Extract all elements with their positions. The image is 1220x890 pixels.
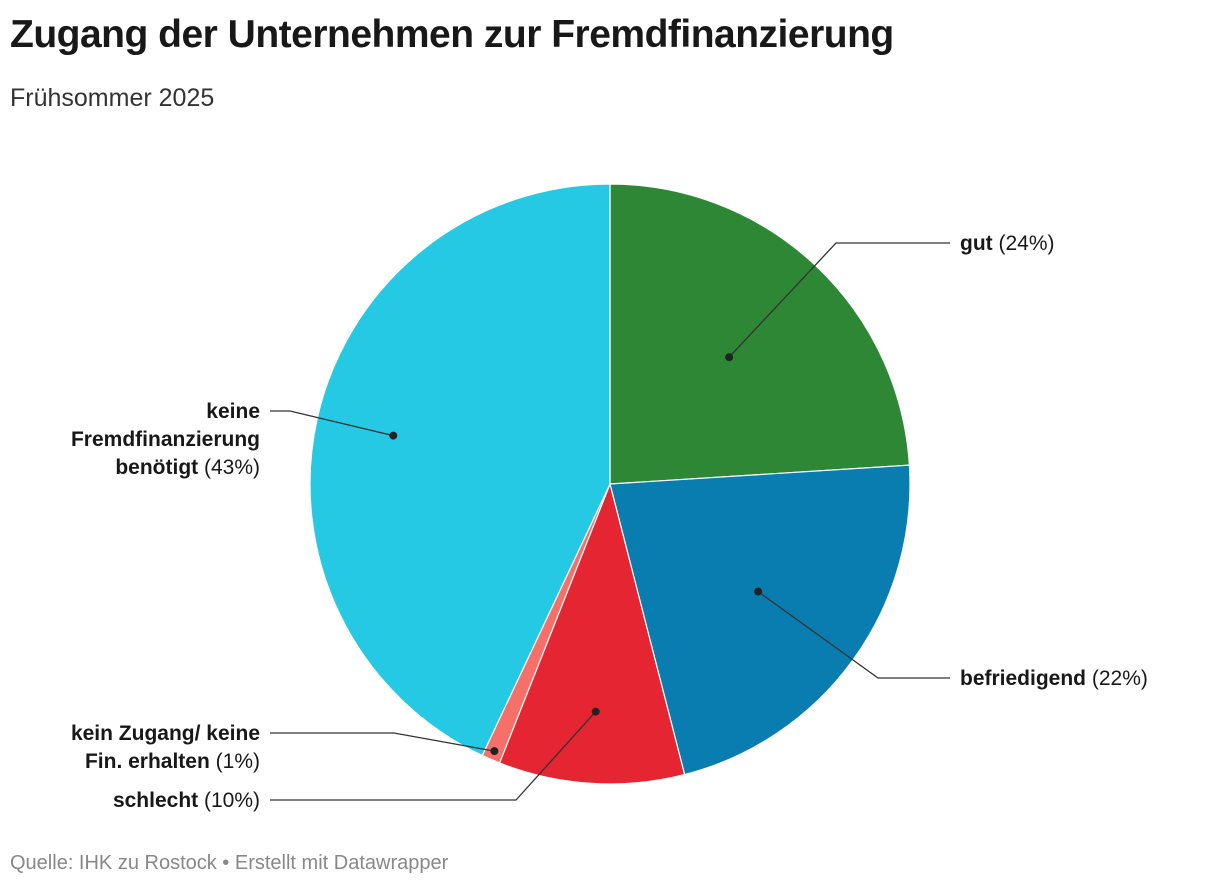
slice-label-befriedigend: befriedigend (22%)	[960, 667, 1148, 690]
slice-value-keine-fremdfinanzierung: (43%)	[198, 456, 260, 479]
pie-slices	[309, 183, 911, 785]
pie-slice-gut	[609, 183, 911, 485]
slice-value-schlecht: (10%)	[198, 789, 260, 812]
leader-dot-befriedigend	[754, 587, 763, 596]
slice-label-line: schlecht	[113, 789, 198, 812]
leader-dot-schlecht	[591, 707, 600, 716]
slice-label-schlecht: schlecht (10%)	[113, 789, 260, 812]
slice-label-line: keine	[206, 400, 260, 423]
slice-label-line: befriedigend	[960, 667, 1086, 690]
slice-label-line: gut	[960, 232, 993, 255]
leader-line-schlecht	[270, 711, 597, 801]
slice-label-line: kein Zugang/ keine	[71, 722, 260, 745]
chart-source: Quelle: IHK zu Rostock • Erstellt mit Da…	[10, 852, 449, 874]
leader-line-keine-fremdfinanzierung	[270, 410, 394, 437]
slice-value-gut: (24%)	[993, 232, 1055, 255]
leader-dot-gut	[725, 353, 734, 362]
slice-value-befriedigend: (22%)	[1086, 667, 1148, 690]
pie-slice-schlecht	[498, 483, 686, 785]
slice-value-kein-zugang: (1%)	[210, 750, 260, 773]
slice-label-kein-zugang: kein Zugang/ keine Fin. erhalten (1%)	[71, 722, 260, 773]
leader-dot-keine-fremdfinanzierung	[389, 431, 398, 440]
slice-label-line: Fremdfinanzierung	[71, 428, 260, 451]
leader-dot-kein-zugang	[490, 747, 499, 756]
chart-title: Zugang der Unternehmen zur Fremdfinanzie…	[10, 13, 894, 56]
pie-slice-keine-fremdfinanzierung	[309, 183, 611, 757]
slice-label-line: benötigt	[115, 456, 198, 479]
leader-line-gut	[728, 242, 950, 358]
pie-labels: gut (24%) befriedigend (22%) schlecht (10%…	[71, 232, 1148, 812]
leader-line-befriedigend	[757, 591, 950, 679]
slice-label-gut: gut (24%)	[960, 232, 1055, 255]
slice-label-keine-fremdfinanzierung: keine Fremdfinanzierung benötigt (43%)	[71, 400, 260, 479]
slice-label-line: Fin. erhalten	[85, 750, 210, 773]
chart-subtitle: Frühsommer 2025	[10, 84, 215, 112]
leader-line-kein-zugang	[270, 732, 495, 752]
